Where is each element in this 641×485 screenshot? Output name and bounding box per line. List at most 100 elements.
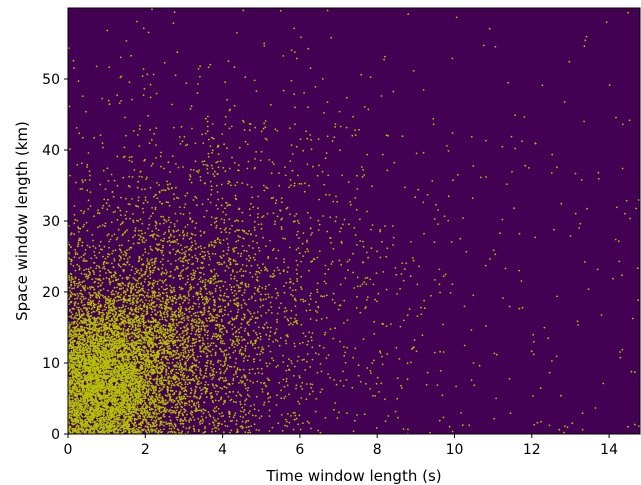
data-point — [73, 340, 76, 343]
data-point — [104, 331, 107, 333]
data-point — [87, 303, 89, 306]
data-point — [80, 301, 83, 304]
data-point — [76, 333, 79, 336]
data-point — [99, 430, 102, 433]
data-point — [79, 404, 82, 406]
data-point — [99, 416, 102, 419]
data-point — [119, 383, 122, 386]
data-point — [110, 370, 113, 372]
data-point — [79, 380, 82, 383]
data-point — [148, 300, 151, 302]
data-point — [117, 283, 119, 285]
data-point — [159, 293, 162, 296]
data-point — [74, 351, 76, 354]
data-point — [114, 403, 117, 406]
data-point — [107, 421, 110, 424]
data-point — [110, 306, 113, 309]
data-point — [121, 420, 123, 423]
data-point — [112, 195, 115, 198]
data-point — [76, 408, 79, 411]
data-point — [70, 416, 72, 419]
data-point — [122, 330, 125, 332]
data-point — [70, 351, 72, 354]
data-point — [84, 415, 87, 418]
data-point — [114, 249, 117, 252]
data-point — [156, 311, 159, 314]
data-point — [108, 320, 110, 322]
data-point — [85, 345, 87, 348]
data-point — [112, 420, 115, 422]
data-point — [117, 335, 120, 338]
data-point — [188, 427, 190, 430]
data-point — [104, 297, 107, 300]
data-point — [131, 422, 134, 424]
data-point — [71, 321, 73, 324]
data-point — [158, 387, 161, 390]
data-point — [108, 358, 111, 360]
data-point — [180, 405, 183, 408]
data-point — [174, 259, 177, 262]
data-point — [68, 425, 71, 428]
data-point — [134, 394, 137, 397]
data-point — [124, 421, 127, 424]
data-point — [105, 312, 108, 314]
data-point — [94, 406, 96, 408]
data-point — [143, 399, 146, 402]
data-point — [128, 425, 131, 428]
data-point — [141, 331, 144, 334]
data-point — [149, 398, 152, 401]
data-point — [111, 362, 114, 365]
data-point — [108, 341, 111, 343]
data-point — [120, 379, 122, 381]
data-point — [90, 357, 93, 359]
data-point — [135, 286, 138, 289]
data-point — [141, 429, 144, 431]
data-point — [125, 385, 128, 387]
data-point — [97, 282, 100, 284]
data-point — [113, 430, 116, 432]
data-point — [94, 317, 97, 320]
data-point — [122, 312, 125, 314]
data-point — [102, 329, 105, 332]
data-point — [135, 317, 137, 320]
data-point — [114, 314, 117, 316]
data-point — [99, 240, 102, 243]
data-point — [72, 406, 75, 409]
data-point — [187, 339, 190, 342]
data-point — [127, 340, 129, 342]
data-point — [69, 290, 71, 292]
data-point — [105, 306, 108, 309]
data-point — [105, 402, 108, 405]
data-point — [75, 356, 77, 359]
data-point — [85, 342, 88, 344]
data-point — [115, 311, 118, 314]
data-point — [104, 308, 106, 311]
data-point — [81, 371, 83, 374]
data-point — [110, 271, 112, 274]
data-point — [146, 335, 149, 338]
data-point — [116, 374, 119, 377]
data-point — [180, 354, 182, 356]
data-point — [80, 346, 83, 348]
data-point — [89, 406, 92, 409]
data-point — [131, 303, 134, 306]
data-point — [157, 401, 160, 404]
data-point — [81, 423, 84, 426]
data-point — [111, 394, 114, 397]
data-point — [76, 425, 78, 428]
data-point — [74, 248, 76, 251]
data-point — [88, 353, 91, 356]
data-point — [76, 314, 79, 317]
data-point — [85, 374, 87, 377]
data-point — [82, 381, 84, 384]
data-point — [138, 384, 140, 387]
data-point — [118, 413, 121, 416]
data-point — [105, 372, 107, 374]
data-point — [110, 379, 113, 382]
data-point — [77, 420, 80, 423]
data-point — [145, 387, 147, 390]
data-point — [165, 284, 168, 286]
data-point — [72, 278, 74, 281]
data-point — [139, 417, 142, 420]
data-point — [94, 382, 97, 385]
